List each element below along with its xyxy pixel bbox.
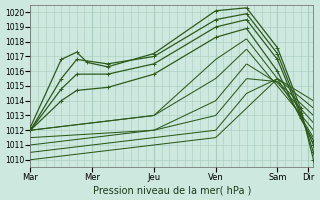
X-axis label: Pression niveau de la mer( hPa ): Pression niveau de la mer( hPa ) xyxy=(93,185,251,195)
